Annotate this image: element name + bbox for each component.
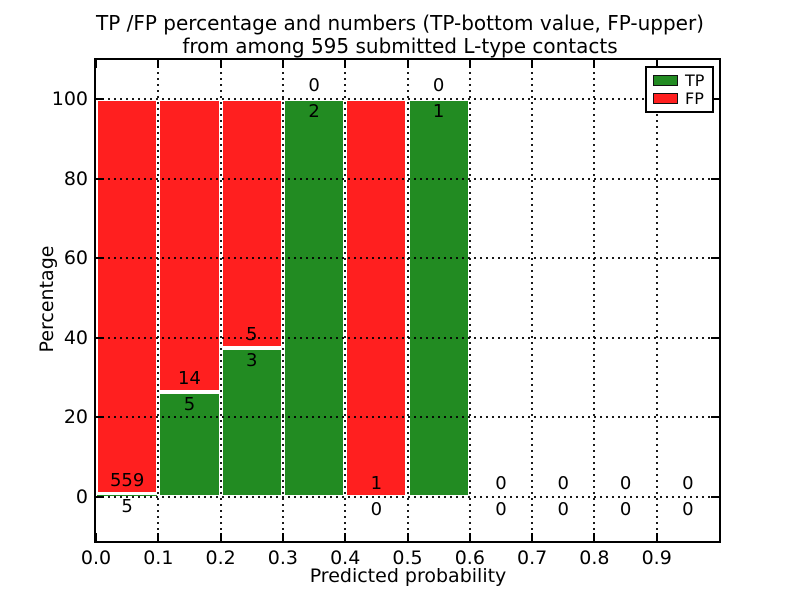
gridline-vertical — [157, 60, 160, 541]
gridline-vertical — [531, 60, 534, 541]
gridline-vertical — [655, 60, 658, 541]
x-tick-label: 0.6 — [454, 547, 485, 569]
gridline-vertical — [281, 60, 284, 541]
x-tick-mark — [95, 533, 97, 541]
gridline-vertical — [593, 60, 596, 541]
x-tick-label: 0.2 — [205, 547, 236, 569]
tp-count-label: 1 — [432, 101, 445, 122]
x-tick-mark-top — [157, 60, 160, 68]
x-tick-mark-top — [655, 60, 658, 68]
y-tick-label: 100 — [51, 88, 88, 110]
legend-swatch-fp-icon — [653, 93, 678, 105]
x-tick-mark — [468, 533, 471, 541]
x-tick-mark — [344, 533, 347, 541]
x-tick-mark — [406, 533, 409, 541]
legend: TP FP — [645, 66, 714, 113]
legend-entry-fp: FP — [653, 90, 706, 107]
y-tick-mark — [96, 336, 104, 339]
x-tick-mark — [281, 533, 284, 541]
tp-count-label: 0 — [619, 499, 632, 520]
y-tick-mark-right — [711, 416, 719, 419]
x-tick-label: 0.0 — [80, 547, 112, 569]
x-tick-mark-top — [406, 60, 409, 68]
x-tick-label: 0.3 — [267, 547, 298, 569]
y-tick-mark-right — [711, 177, 719, 180]
tp-count-label: 2 — [308, 101, 320, 122]
x-tick-mark — [531, 533, 534, 541]
bar-tp-segment — [158, 392, 221, 497]
y-tick-mark-right — [711, 336, 719, 339]
bar-tp-segment — [407, 99, 470, 497]
x-tick-mark — [219, 533, 222, 541]
fp-count-label: 1 — [370, 473, 383, 494]
y-tick-mark — [96, 496, 104, 498]
y-tick-label: 60 — [63, 247, 88, 270]
y-tick-mark-right — [711, 257, 719, 260]
fp-count-label: 0 — [308, 75, 320, 96]
legend-label-tp: TP — [685, 70, 705, 90]
x-tick-label: 0.7 — [516, 547, 548, 569]
legend-swatch-tp-icon — [653, 74, 678, 86]
x-tick-label: 0.1 — [143, 547, 174, 569]
x-tick-label: 0.9 — [641, 547, 672, 569]
y-tick-mark — [96, 257, 104, 260]
y-tick-mark-right — [711, 496, 719, 498]
y-tick-label: 20 — [63, 406, 88, 429]
chart-title-line-1: TP /FP percentage and numbers (TP-bottom… — [96, 11, 704, 35]
bar-fp-segment — [220, 99, 283, 348]
fp-count-label: 0 — [557, 473, 569, 494]
y-tick-mark — [96, 416, 104, 419]
tp-count-label: 0 — [495, 499, 507, 520]
y-tick-label: 40 — [63, 326, 88, 349]
tp-count-label: 5 — [121, 495, 133, 517]
legend-entry-tp: TP — [653, 72, 706, 89]
gridline-vertical — [219, 60, 222, 541]
gridline-vertical — [468, 60, 471, 541]
fp-count-label: 0 — [432, 75, 445, 96]
x-tick-mark-top — [531, 60, 534, 68]
fp-count-label: 5 — [246, 323, 258, 345]
x-tick-label: 0.8 — [579, 547, 610, 569]
y-tick-mark — [96, 98, 104, 100]
x-axis-label: Predicted probability — [309, 565, 507, 587]
gridline-vertical — [406, 60, 409, 541]
fp-count-label: 0 — [682, 473, 694, 494]
y-tick-label: 80 — [63, 167, 88, 190]
y-tick-mark-right — [711, 98, 719, 100]
x-tick-mark-top — [281, 60, 284, 68]
x-tick-mark — [593, 533, 596, 541]
legend-label-fp: FP — [685, 89, 704, 109]
y-tick-label: 0 — [75, 486, 88, 508]
fp-count-label: 559 — [109, 469, 145, 491]
fp-count-label: 0 — [619, 473, 632, 494]
x-tick-mark — [655, 533, 658, 541]
tp-count-label: 0 — [370, 499, 383, 520]
x-tick-mark-top — [593, 60, 596, 68]
bar-fp-segment — [345, 99, 408, 497]
fp-count-label: 0 — [495, 473, 507, 494]
gridline-vertical — [344, 60, 347, 541]
x-tick-mark-top — [344, 60, 347, 68]
tp-count-label: 0 — [682, 499, 694, 520]
bar-fp-segment — [96, 99, 159, 494]
chart-title-line-2: from among 595 submitted L-type contacts — [182, 34, 618, 58]
x-tick-mark-top — [219, 60, 222, 68]
tp-count-label: 0 — [557, 499, 569, 520]
bar-tp-segment — [282, 99, 346, 497]
bar-fp-segment — [158, 99, 221, 393]
x-tick-mark — [157, 533, 160, 541]
x-tick-mark-top — [468, 60, 471, 68]
tp-count-label: 5 — [183, 394, 196, 416]
y-tick-mark — [96, 177, 104, 180]
x-tick-mark-top — [95, 60, 97, 68]
x-tick-label: 0.4 — [330, 547, 361, 569]
tp-count-label: 3 — [246, 349, 258, 371]
fp-count-label: 14 — [177, 368, 201, 390]
x-tick-label: 0.5 — [392, 547, 423, 569]
